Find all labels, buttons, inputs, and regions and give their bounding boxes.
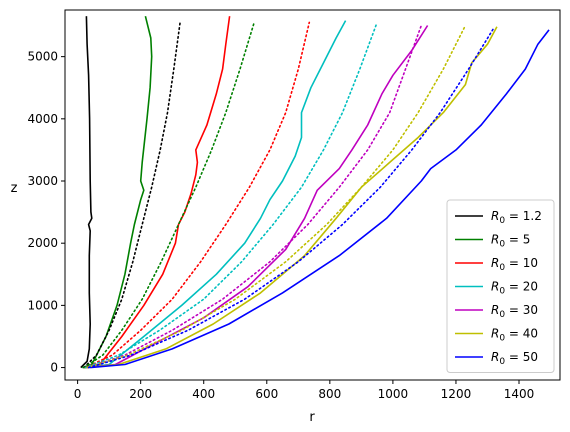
plot-frame — [64, 9, 561, 381]
legend: R0 = 1.2 R0 = 5 R0 = 10 R0 = 20 R0 = 30 R0 = … — [446, 199, 555, 373]
x-tick-label: 600 — [255, 387, 278, 401]
legend-label: R0 = 10 — [491, 256, 538, 273]
series-line-r-0-5 — [82, 16, 153, 369]
series-line-r-0-50 — [90, 29, 550, 369]
axis-ticks: 0 200 400 600 800 1000 1200 1400 0 1000 2000 3000 40… — [27, 50, 534, 401]
y-tick-label: 5000 — [27, 50, 58, 64]
legend-label: R0 = 50 — [491, 350, 538, 367]
x-tick-label: 800 — [318, 387, 341, 401]
x-tick-label: 1400 — [504, 387, 535, 401]
legend-label: R0 = 30 — [491, 303, 538, 320]
y-tick-label: 2000 — [27, 236, 58, 250]
legend-label: R0 = 20 — [491, 280, 538, 297]
series-line-dotted-magenta — [86, 24, 423, 369]
series-line-r-0-1.2 — [80, 16, 93, 369]
series-line-dotted-cyan — [84, 21, 378, 369]
series-line-dotted-blue — [87, 27, 495, 369]
x-axis-label: r — [309, 410, 315, 425]
y-tick-label: 1000 — [27, 298, 58, 312]
series-line-dotted-olive — [86, 24, 467, 369]
y-axis-label: z — [11, 181, 18, 196]
legend-label: R0 = 5 — [491, 233, 530, 250]
series-lines — [80, 16, 550, 369]
series-line-r-0-20 — [85, 20, 347, 369]
legend-label: R0 = 40 — [491, 327, 538, 344]
series-line-dotted-red — [84, 21, 311, 369]
series-line-r-0-10 — [83, 16, 231, 369]
y-tick-label: 4000 — [27, 112, 58, 126]
x-tick-label: 400 — [192, 387, 215, 401]
y-tick-label: 3000 — [27, 174, 58, 188]
x-tick-label: 0 — [74, 387, 82, 401]
x-tick-label: 200 — [129, 387, 152, 401]
y-tick-label: 0 — [50, 361, 58, 375]
series-line-r-0-30 — [87, 25, 429, 369]
series-line-dotted-black — [83, 21, 181, 369]
series-line-dotted-green — [83, 21, 255, 369]
x-tick-label: 1200 — [441, 387, 472, 401]
legend-label: R0 = 1.2 — [491, 209, 542, 226]
x-tick-label: 1000 — [378, 387, 409, 401]
legend-box — [446, 199, 555, 373]
